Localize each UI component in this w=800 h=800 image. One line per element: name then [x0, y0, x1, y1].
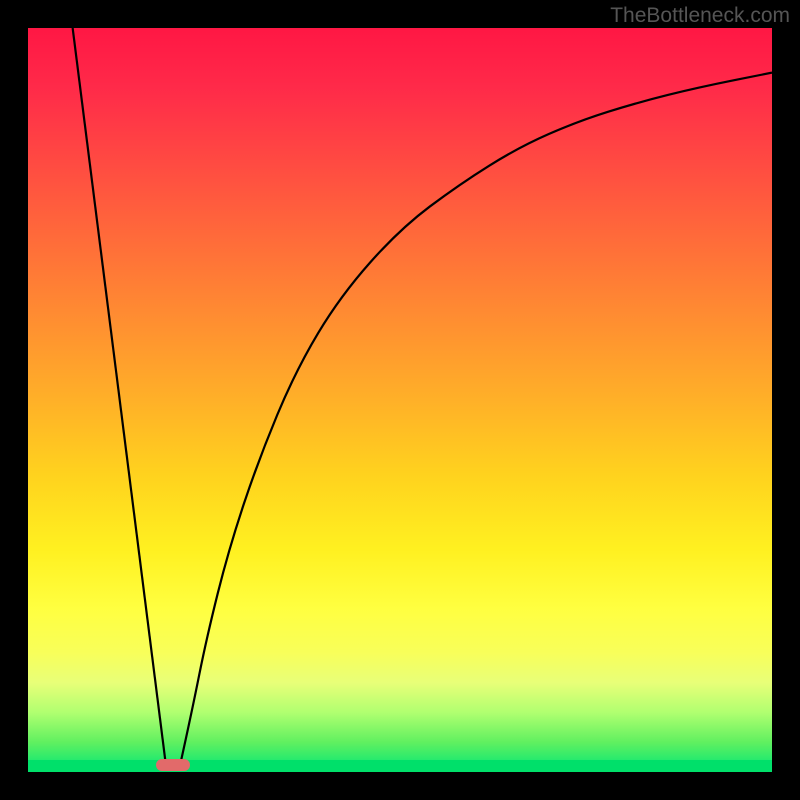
- left-descent-line: [73, 28, 166, 763]
- plot-area: [28, 28, 772, 772]
- right-asymptote-curve: [181, 73, 772, 763]
- optimal-point-marker: [156, 759, 190, 771]
- watermark-text: TheBottleneck.com: [610, 4, 790, 28]
- bottleneck-curve-svg: [28, 28, 772, 772]
